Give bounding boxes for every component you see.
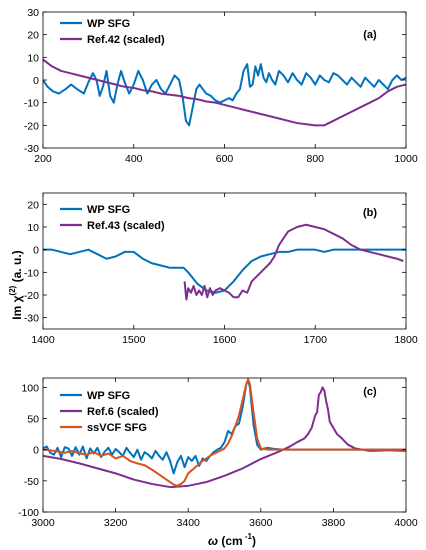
x-tick-label: 3400 [177,517,201,529]
y-tick-label: -50 [24,476,39,488]
y-tick-label: 0 [33,75,39,87]
legend-label: Ref.43 (scaled) [87,220,165,232]
x-tick-label: 1400 [31,334,55,346]
y-tick-label: 0 [33,445,39,457]
legend-label: Ref.42 (scaled) [87,34,165,46]
x-axis-label-tail: ) [252,534,256,548]
y-tick-label: 50 [27,414,39,426]
x-tick-label: 1800 [394,334,418,346]
x-tick-label: 1500 [122,334,146,346]
x-tick-label: 1000 [394,153,418,165]
x-axis-label-sup: -1 [243,532,253,541]
x-tick-label: 1600 [213,334,237,346]
series-line-1 [43,63,406,127]
legend: WP SFG Ref.42 (scaled) [60,18,165,46]
series-line-1 [43,248,406,294]
y-tick-label: 20 [27,30,39,42]
panel-1: 200 400 600 800 1000 -30 -20 -10 0 10 20 30 WP SFG Re… [24,7,418,165]
legend-label: Ref.6 (scaled) [87,406,159,418]
x-tick-label: 1700 [304,334,328,346]
panel-2: 1400 1500 1600 1700 1800 -30 -20 -10 0 10 20 WP SFG… [24,192,418,346]
x-tick-label: 800 [306,153,324,165]
legend-label: WP SFG [87,18,130,30]
legend-label: ssVCF SFG [87,422,147,434]
x-axis-label-mid: (cm [218,534,243,548]
y-tick-label: -10 [24,98,39,110]
x-tick-label: 3800 [322,517,346,529]
y-tick-label: -100 [18,507,39,519]
y-tick-label: 30 [27,7,39,19]
x-tick-label: 3200 [104,517,128,529]
panel-label: (c) [363,386,377,398]
x-tick-label: 200 [34,153,52,165]
y-tick-label: -20 [24,120,39,132]
x-axis-label-main: ω [208,534,218,548]
x-tick-label: 3600 [249,517,273,529]
y-tick-label: -30 [24,143,39,155]
x-tick-label: 600 [216,153,234,165]
series-line-2 [183,223,404,301]
x-tick-label: 400 [125,153,143,165]
plot-frame [42,377,407,513]
x-tick-label: 3000 [31,517,55,529]
y-axis-label: Im χ(2) (a. u.) [8,250,24,319]
y-tick-label: 10 [27,52,39,64]
legend-label: WP SFG [87,204,130,216]
panel-label: (b) [363,207,377,219]
y-tick-label: -30 [24,313,39,325]
legend: WP SFG Ref.43 (scaled) [60,204,165,232]
panel-3: 3000 3200 3400 3600 3800 4000 -100 -50 0 50 100 WP … [18,377,418,529]
y-tick-label: -10 [24,267,39,279]
y-tick-label: 10 [27,222,39,234]
series-line-3 [43,378,406,487]
y-axis-label-sup: (2) [8,285,17,295]
y-axis-label-main: Im χ [10,295,24,319]
y-tick-label: -20 [24,290,39,302]
x-axis-label: ω (cm -1) [208,532,256,548]
y-tick-label: 0 [33,245,39,257]
y-tick-label: 100 [21,382,39,394]
x-tick-label: 4000 [394,517,418,529]
panel-label: (a) [363,29,377,41]
legend-label: WP SFG [87,390,130,402]
series-line-2 [43,386,406,489]
y-tick-label: 20 [27,199,39,211]
y-axis-label-tail: (a. u.) [10,250,24,285]
legend: WP SFG Ref.6 (scaled) ssVCF SFG [60,390,159,434]
series-line-2 [43,58,406,127]
